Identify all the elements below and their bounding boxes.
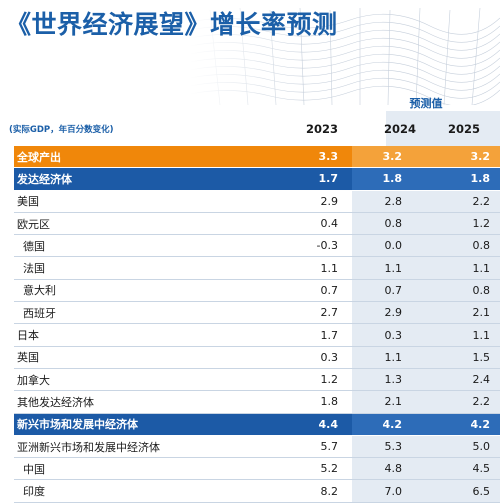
value-2025: 3.2: [430, 146, 500, 169]
row-label: 其他发达经济体: [14, 390, 288, 414]
value-2023: 1.2: [288, 368, 352, 392]
value-2023: 2.9: [288, 190, 352, 213]
table-row-advanced-economies: 发达经济体 1.7 1.8 1.8: [14, 167, 500, 191]
row-label: 日本: [14, 323, 288, 347]
value-2024: 0.0: [352, 234, 430, 258]
value-2024: 1.1: [352, 346, 430, 369]
value-2023: 0.7: [288, 279, 352, 303]
value-2023: 3.3: [288, 146, 352, 169]
value-2025: 0.8: [430, 234, 500, 258]
value-2023: 1.1: [288, 256, 352, 280]
value-2024: 5.3: [352, 435, 430, 459]
value-2023: 5.2: [288, 457, 352, 481]
value-2024: 2.1: [352, 390, 430, 414]
value-2024: 3.2: [352, 146, 430, 169]
row-label: 德国: [14, 234, 288, 258]
value-2024: 1.1: [352, 256, 430, 280]
table-row-china: 中国 5.2 4.8 4.5: [14, 457, 500, 481]
row-label: 印度: [14, 479, 288, 503]
forecast-label: 预测值: [409, 97, 443, 110]
year-header-2024: 2024: [383, 122, 416, 136]
value-2024: 2.8: [352, 190, 430, 213]
table-row-japan: 日本 1.7 0.3 1.1: [14, 323, 500, 347]
value-2024: 7.0: [352, 479, 430, 503]
value-2025: 6.5: [430, 479, 500, 503]
table-row-italy: 意大利 0.7 0.7 0.8: [14, 279, 500, 303]
row-label: 英国: [14, 346, 288, 369]
year-header-row: 2023 2024 2025: [0, 122, 500, 138]
row-label: 亚洲新兴市场和发展中经济体: [14, 435, 288, 459]
value-2025: 1.1: [430, 256, 500, 280]
value-2023: 8.2: [288, 479, 352, 503]
value-2025: 1.1: [430, 323, 500, 347]
table-row-emerging-market-economies: 新兴市场和发展中经济体 4.4 4.2 4.2: [14, 413, 500, 436]
value-2025: 4.2: [430, 413, 500, 436]
value-2023: 1.7: [288, 323, 352, 347]
value-2024: 4.8: [352, 457, 430, 481]
value-2024: 0.3: [352, 323, 430, 347]
row-label: 新兴市场和发展中经济体: [14, 413, 288, 436]
value-2025: 1.5: [430, 346, 500, 369]
table-row-emerging-asia: 亚洲新兴市场和发展中经济体 5.7 5.3 5.0: [14, 435, 500, 459]
page-title: 《世界经济展望》增长率预测: [6, 10, 338, 39]
value-2023: 1.8: [288, 390, 352, 414]
row-label: 中国: [14, 457, 288, 481]
value-2024: 1.8: [352, 167, 430, 191]
table-row-united-kingdom: 英国 0.3 1.1 1.5: [14, 346, 500, 369]
row-label: 加拿大: [14, 368, 288, 392]
table-row-india: 印度 8.2 7.0 6.5: [14, 479, 500, 503]
value-2025: 2.4: [430, 368, 500, 392]
value-2024: 0.7: [352, 279, 430, 303]
row-label: 美国: [14, 190, 288, 213]
row-label: 全球产出: [14, 146, 288, 169]
value-2025: 2.1: [430, 301, 500, 325]
year-header-2023: 2023: [305, 122, 338, 136]
value-2025: 0.8: [430, 279, 500, 303]
value-2023: -0.3: [288, 234, 352, 258]
table-row-other-advanced-economies: 其他发达经济体 1.8 2.1 2.2: [14, 390, 500, 414]
value-2025: 5.0: [430, 435, 500, 459]
value-2024: 4.2: [352, 413, 430, 436]
value-2023: 0.4: [288, 212, 352, 236]
row-label: 欧元区: [14, 212, 288, 236]
value-2023: 4.4: [288, 413, 352, 436]
value-2024: 2.9: [352, 301, 430, 325]
row-label: 意大利: [14, 279, 288, 303]
value-2025: 2.2: [430, 390, 500, 414]
table-row-germany: 德国 -0.3 0.0 0.8: [14, 234, 500, 258]
row-label: 西班牙: [14, 301, 288, 325]
table-row-france: 法国 1.1 1.1 1.1: [14, 256, 500, 280]
value-2024: 1.3: [352, 368, 430, 392]
value-2025: 4.5: [430, 457, 500, 481]
value-2023: 2.7: [288, 301, 352, 325]
table-row-world-output: 全球产出 3.3 3.2 3.2: [14, 146, 500, 169]
table-row-united-states: 美国 2.9 2.8 2.2: [14, 190, 500, 213]
value-2023: 1.7: [288, 167, 352, 191]
value-2025: 2.2: [430, 190, 500, 213]
value-2024: 0.8: [352, 212, 430, 236]
table-row-euro-area: 欧元区 0.4 0.8 1.2: [14, 212, 500, 236]
value-2023: 0.3: [288, 346, 352, 369]
growth-projection-table: 全球产出 3.3 3.2 3.2 发达经济体 1.7 1.8 1.8 美国 2.…: [14, 146, 500, 503]
table-row-canada: 加拿大 1.2 1.3 2.4: [14, 368, 500, 392]
table-row-spain: 西班牙 2.7 2.9 2.1: [14, 301, 500, 325]
row-label: 法国: [14, 256, 288, 280]
unit-note: (实际GDP，年百分数变化): [9, 125, 114, 135]
year-header-2025: 2025: [447, 122, 480, 136]
value-2025: 1.2: [430, 212, 500, 236]
decorative-mesh-graphic: [190, 0, 500, 105]
value-2023: 5.7: [288, 435, 352, 459]
value-2025: 1.8: [430, 167, 500, 191]
row-label: 发达经济体: [14, 167, 288, 191]
